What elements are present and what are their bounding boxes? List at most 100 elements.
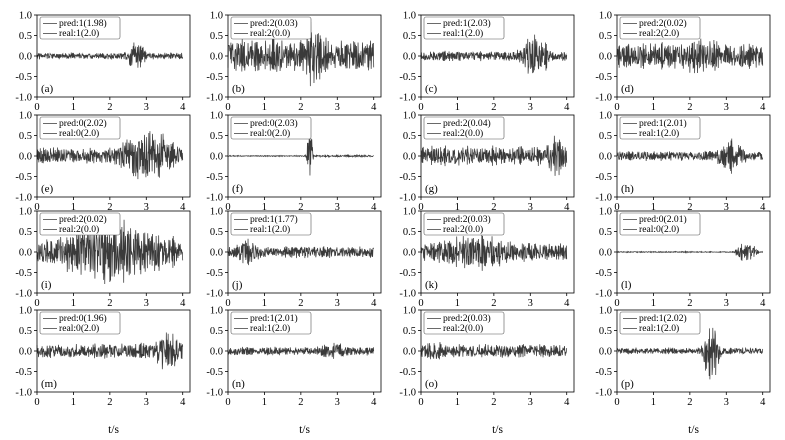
legend-box [423,212,505,236]
x-axis-label: t/s [492,424,503,436]
y-tick-label: -0.5 [206,172,223,183]
panel-label: (h) [621,183,634,195]
signal-trace [420,135,568,176]
y-tick-label: 0.5 [19,31,32,42]
x-tick-label: 1 [71,298,76,309]
x-axis-label: t/s [299,424,310,436]
signal-trace [36,332,184,370]
panel-label: (n) [232,378,245,390]
x-axis-label: t/s [688,424,699,436]
legend-entry-real: real:2(2.0) [639,28,679,39]
x-tick-label: 0 [418,397,423,408]
signal-trace [420,342,568,360]
legend-box [423,311,505,335]
y-tick-label: -0.5 [595,268,612,279]
y-tick-label: 1.0 [403,111,416,122]
y-tick-label: 1.0 [599,306,612,317]
y-tick-label: 0.5 [599,227,612,238]
x-tick-label: 2 [107,397,112,408]
y-tick-label: 0.0 [403,152,416,163]
subplot-j: 0 1 2 3 4 -1.0 -0.5 0.0 0.5 1.0 pred:1(1.77)real:1… [206,207,382,309]
y-tick-label: -1.0 [595,193,612,204]
x-tick-label: 3 [335,397,340,408]
signal-trace [227,136,374,176]
x-tick-label: 1 [651,397,656,408]
y-tick-label: 1.0 [403,306,416,317]
x-tick-label: 4 [371,102,377,113]
x-tick-label: 3 [724,397,729,408]
y-tick-label: -1.0 [595,388,612,399]
y-tick-label: -0.5 [15,172,32,183]
y-tick-label: 0.0 [210,152,223,163]
x-tick-label: 4 [760,102,766,113]
legend-entry-pred: pred:1(2.01) [639,118,687,129]
y-tick-label: 0.5 [403,326,416,337]
panel-label: (k) [425,279,438,291]
legend-box [230,311,312,335]
y-tick-label: 1.0 [210,306,223,317]
x-tick-label: 4 [371,397,377,408]
x-tick-label: 2 [491,102,496,113]
legend-entry-real: real:1(2.0) [250,323,290,334]
legend-entry-pred: pred:1(2.01) [250,313,298,324]
x-tick-label: 1 [651,202,656,213]
subplot-k: 0 1 2 3 4 -1.0 -0.5 0.0 0.5 1.0 pred:2(0.03)real:2… [399,207,575,309]
x-tick-label: 4 [371,202,377,213]
signal-trace [616,38,764,74]
legend-entry-real: real:2(0.0) [443,323,483,334]
legend-entry-real: real:1(2.0) [250,224,290,235]
x-tick-label: 3 [724,102,729,113]
subplot-g: 0 1 2 3 4 -1.0 -0.5 0.0 0.5 1.0 pred:2(0.04)real:2… [399,111,575,213]
y-tick-label: -1.0 [15,193,32,204]
legend-entry-pred: pred:2(0.04) [443,118,491,129]
legend-box [39,116,121,140]
x-tick-label: 3 [528,102,533,113]
subplot-i: 0 1 2 3 4 -1.0 -0.5 0.0 0.5 1.0 pred:2(0.02)real:2… [15,207,191,309]
y-tick-label: -0.5 [15,367,32,378]
legend-entry-real: real:0(2.0) [639,224,679,235]
y-tick-label: 0.0 [210,52,223,63]
subplot-d: 0 1 2 3 4 -1.0 -0.5 0.0 0.5 1.0 pred:2(0.02)real:2… [595,11,771,113]
y-tick-label: 1.0 [599,111,612,122]
x-tick-label: 3 [144,298,149,309]
y-tick-label: 0.0 [403,248,416,259]
x-tick-label: 3 [144,102,149,113]
legend-entry-real: real:1(2.0) [59,28,99,39]
signal-trace [36,219,184,285]
legend-entry-real: real:2(0.0) [250,28,290,39]
y-tick-label: -1.0 [206,93,223,104]
x-tick-label: 3 [528,397,533,408]
y-tick-label: 0.0 [403,347,416,358]
x-tick-label: 3 [335,298,340,309]
y-tick-label: 0.5 [599,326,612,337]
x-tick-label: 2 [298,298,303,309]
legend-entry-pred: pred:1(2.03) [443,18,491,29]
y-tick-label: -1.0 [399,289,416,300]
x-tick-label: 2 [687,202,692,213]
x-tick-label: 0 [418,298,423,309]
panel-label: (p) [621,378,634,390]
legend-box [230,16,312,40]
x-tick-label: 2 [491,397,496,408]
legend: pred:2(0.03)real:2(0.0) [230,16,312,40]
y-tick-label: -1.0 [595,93,612,104]
legend: pred:1(2.03)real:1(2.0) [423,16,505,40]
y-tick-label: -0.5 [595,172,612,183]
signal-trace [616,138,764,174]
y-tick-label: -1.0 [399,388,416,399]
panel-label: (i) [41,279,52,291]
y-tick-label: 0.0 [210,248,223,259]
x-tick-label: 1 [71,397,76,408]
panel-label: (m) [41,378,57,390]
x-tick-label: 0 [34,298,39,309]
x-tick-label: 1 [651,298,656,309]
y-tick-label: -0.5 [206,72,223,83]
y-tick-label: 1.0 [210,11,223,22]
x-tick-label: 1 [71,202,76,213]
x-tick-label: 4 [564,298,570,309]
y-tick-label: 1.0 [599,11,612,22]
panel-label: (j) [232,279,243,291]
y-tick-label: 1.0 [19,11,32,22]
legend-box [423,16,505,40]
y-tick-label: -1.0 [15,289,32,300]
